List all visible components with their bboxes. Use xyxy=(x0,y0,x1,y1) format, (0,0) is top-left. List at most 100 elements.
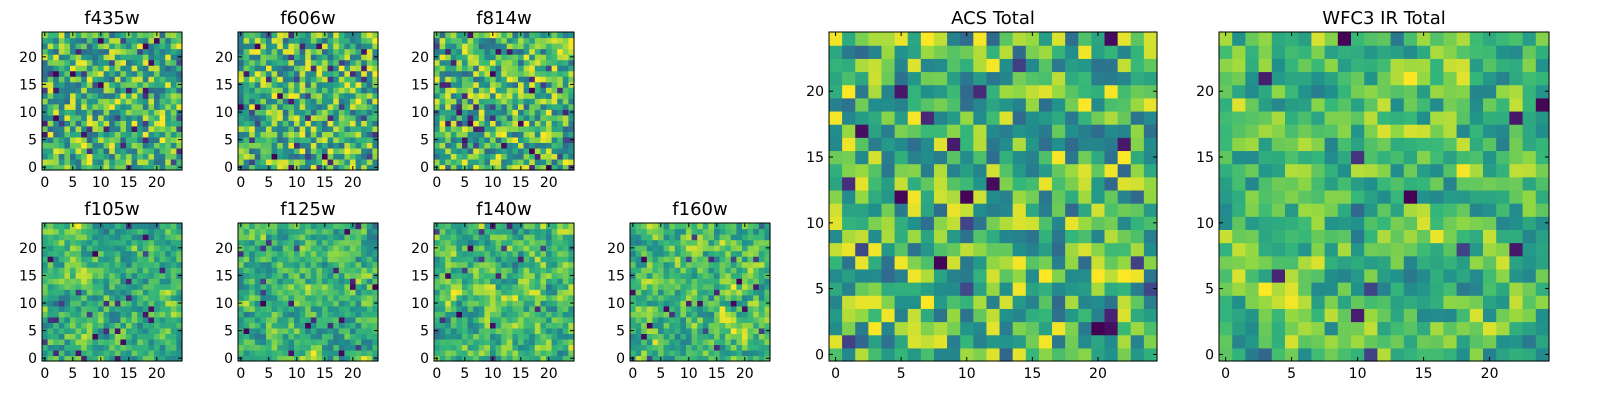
heatmap-cell xyxy=(53,294,60,301)
heatmap-cell xyxy=(322,136,329,143)
heatmap-cell xyxy=(512,114,519,121)
heatmap-cell xyxy=(120,114,127,121)
heatmap-cell xyxy=(338,59,345,66)
heatmap-cell xyxy=(753,311,760,318)
heatmap-cell xyxy=(680,289,687,296)
heatmap-cell xyxy=(434,322,441,329)
heatmap-cell xyxy=(142,311,149,318)
heatmap-cell xyxy=(907,308,922,323)
heatmap-cell xyxy=(58,76,65,83)
heatmap-cell xyxy=(176,120,183,127)
heatmap-cell xyxy=(372,234,379,241)
heatmap-cell xyxy=(478,223,485,230)
heatmap-cell xyxy=(344,103,351,110)
heatmap-cell xyxy=(753,256,760,263)
heatmap-cell xyxy=(450,37,457,44)
heatmap-cell xyxy=(361,98,368,105)
heatmap-cell xyxy=(484,322,491,329)
heatmap-cell xyxy=(288,245,295,252)
heatmap-cell xyxy=(322,278,329,285)
heatmap-cell xyxy=(842,295,856,309)
heatmap-cell xyxy=(973,189,988,204)
heatmap-cell xyxy=(81,322,88,329)
heatmap-cell xyxy=(243,136,250,143)
heatmap-cell xyxy=(114,125,121,132)
heatmap-cell xyxy=(109,256,116,263)
heatmap-cell xyxy=(42,59,49,66)
heatmap-cell xyxy=(445,87,452,94)
heatmap-cell xyxy=(518,256,525,263)
heatmap-cell xyxy=(126,103,133,110)
heatmap-cell xyxy=(310,250,317,257)
heatmap-cell xyxy=(86,305,93,312)
heatmap-cell xyxy=(719,349,726,357)
heatmap-cell xyxy=(131,98,138,105)
heatmap-cell xyxy=(355,81,362,88)
heatmap-cell xyxy=(98,142,105,149)
heatmap-cell xyxy=(758,300,765,307)
heatmap-cell xyxy=(478,245,485,252)
heatmap-cell xyxy=(266,87,273,94)
heatmap-cell xyxy=(64,59,71,66)
heatmap-cell xyxy=(366,322,373,329)
heatmap-cell xyxy=(176,316,183,323)
heatmap-cell xyxy=(562,338,569,346)
heatmap-cell xyxy=(1078,308,1092,323)
heatmap-cell xyxy=(456,147,463,155)
heatmap-cell xyxy=(501,316,508,323)
heatmap-cell xyxy=(299,81,306,88)
heatmap-cell xyxy=(450,344,457,351)
heatmap-cell xyxy=(299,153,306,160)
heatmap-cell xyxy=(747,316,754,323)
heatmap-cell xyxy=(42,256,49,263)
heatmap-cell xyxy=(641,250,648,257)
heatmap-cell xyxy=(1038,282,1053,296)
heatmap-cell xyxy=(148,305,155,312)
heatmap-cell xyxy=(333,278,340,285)
heatmap-cell xyxy=(764,316,771,323)
heatmap-cell xyxy=(266,327,273,334)
heatmap-cell xyxy=(159,250,166,257)
heatmap-cell xyxy=(75,37,82,44)
heatmap-cell xyxy=(478,136,485,143)
heatmap-cell xyxy=(546,327,553,334)
heatmap-cell xyxy=(518,98,525,105)
heatmap-cell xyxy=(350,114,357,121)
heatmap-cell xyxy=(109,32,116,39)
heatmap-cell xyxy=(1078,334,1092,349)
heatmap-cell xyxy=(271,344,278,351)
heatmap-cell xyxy=(484,261,491,268)
heatmap-cell xyxy=(165,344,172,351)
heatmap-cell xyxy=(103,125,110,132)
heatmap-cell xyxy=(366,136,373,143)
heatmap-cell xyxy=(75,87,82,94)
heatmap-cell xyxy=(518,267,525,274)
heatmap-cell xyxy=(103,239,110,246)
heatmap-cell xyxy=(288,239,295,246)
heatmap-cell xyxy=(680,355,687,362)
heatmap-cell xyxy=(495,283,502,290)
heatmap-cell xyxy=(344,76,351,83)
heatmap-cell xyxy=(294,81,301,88)
heatmap-cell xyxy=(933,347,948,362)
heatmap-cell xyxy=(249,300,256,307)
heatmap-cell xyxy=(148,261,155,268)
heatmap-cell xyxy=(322,311,329,318)
heatmap-cell xyxy=(53,142,60,149)
heatmap-cell xyxy=(1025,268,1040,283)
heatmap-cell xyxy=(686,245,693,252)
heatmap-cell xyxy=(176,92,183,99)
heatmap-cell xyxy=(47,103,54,110)
heatmap-cell xyxy=(366,65,373,72)
heatmap-cell xyxy=(159,228,166,235)
heatmap-cell xyxy=(764,228,771,235)
heatmap-cell xyxy=(366,153,373,160)
heatmap-cell xyxy=(361,245,368,252)
heatmap-cell xyxy=(120,316,127,323)
heatmap-cell xyxy=(501,245,508,252)
heatmap-cell xyxy=(131,278,138,285)
heatmap-cell xyxy=(758,261,765,268)
heatmap-cell xyxy=(523,158,530,166)
heatmap-cell xyxy=(641,316,648,323)
